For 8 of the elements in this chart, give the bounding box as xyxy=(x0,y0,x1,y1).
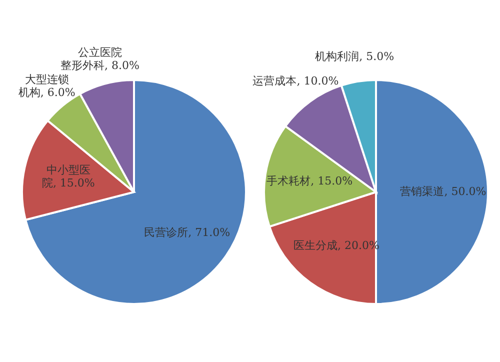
slice-label: 手术耗材, 15.0% xyxy=(266,174,353,188)
slice-label: 大型连锁机构, 6.0% xyxy=(18,73,76,100)
slice-label: 公立医院整形外科, 8.0% xyxy=(60,46,140,72)
slice-label: 运营成本, 10.0% xyxy=(252,74,339,88)
slice-label: 机构利润, 5.0% xyxy=(315,50,394,63)
slice-label: 营销渠道, 50.0% xyxy=(400,184,486,198)
slice-label: 民营诊所, 71.0% xyxy=(144,226,230,240)
slice-label: 中小型医院, 15.0% xyxy=(42,164,95,190)
